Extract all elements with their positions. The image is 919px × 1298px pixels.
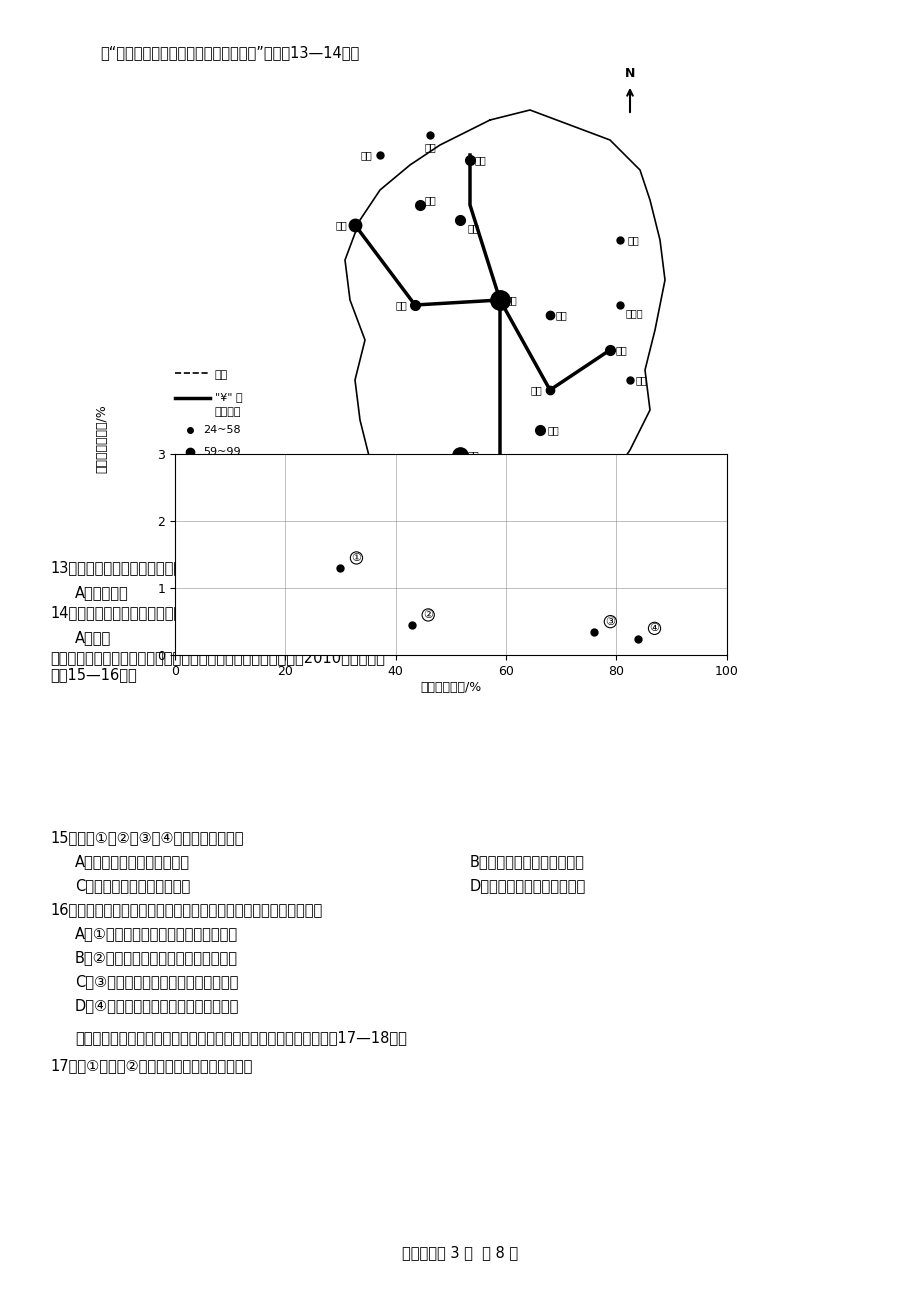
Text: 安庆: 安庆 [468, 450, 479, 459]
Text: 150~283: 150~283 [203, 491, 255, 501]
Text: B．中国、美国、印度、英国: B．中国、美国、印度、英国 [470, 854, 584, 868]
Text: 合肥: 合肥 [505, 295, 517, 305]
Text: 淮北: 淮北 [424, 141, 436, 152]
Text: 下面是中国、美国、印度和英国人口自然增长率和城市化水平图（2010年），读图
回答15—16题。: 下面是中国、美国、印度和英国人口自然增长率和城市化水平图（2010年），读图 回… [50, 650, 384, 683]
Text: 24~58: 24~58 [203, 424, 241, 435]
Text: C．农业基础: C．农业基础 [390, 585, 444, 600]
Text: 芜湖: 芜湖 [616, 345, 627, 354]
Text: 亳州: 亳州 [360, 151, 371, 160]
Text: 100~149: 100~149 [203, 469, 255, 479]
Text: 省界: 省界 [215, 370, 228, 380]
Text: 铜陵: 铜陵 [529, 386, 541, 395]
Text: A．六安: A．六安 [75, 630, 111, 645]
Text: ③: ③ [605, 617, 615, 627]
Text: 15．图中①、②、③、④表示的国家依次是: 15．图中①、②、③、④表示的国家依次是 [50, 829, 244, 845]
Text: D．④国人口增长慢，城市化发展速度快: D．④国人口增长慢，城市化发展速度快 [75, 998, 239, 1012]
Text: A．①国人口增长快，城市化发展速度快: A．①国人口增长快，城市化发展速度快 [75, 925, 238, 941]
Text: 滁州: 滁州 [628, 235, 639, 245]
Text: 宿州: 宿州 [474, 154, 486, 165]
Text: N: N [624, 67, 634, 80]
Bar [486, 511, 521, 518]
Text: D．城市空间结构: D．城市空间结构 [564, 585, 637, 600]
Text: 阜阳: 阜阳 [335, 219, 346, 230]
Text: 巢湖: 巢湖 [555, 310, 567, 321]
Text: B．阜阳: B．阜阳 [230, 630, 266, 645]
Text: 高一地理第 3 页  共 8 页: 高一地理第 3 页 共 8 页 [402, 1245, 517, 1260]
Text: "¥" 形: "¥" 形 [215, 392, 243, 402]
Text: 13．造成城镇吸引机会指数差异的最主要因素是: 13．造成城镇吸引机会指数差异的最主要因素是 [50, 559, 244, 575]
Text: C．③国人口增长快，城市化发展速度慢: C．③国人口增长快，城市化发展速度慢 [75, 974, 238, 989]
Text: B．城市等级: B．城市等级 [230, 585, 283, 600]
Text: 六安: 六安 [395, 300, 406, 310]
Text: 宣城: 宣城 [635, 375, 647, 386]
Text: 蚌埠: 蚌埠 [468, 223, 479, 234]
Text: 读“安徽省城镇吸引机会指数分布示意图”，回答13—14题。: 读“安徽省城镇吸引机会指数分布示意图”，回答13—14题。 [100, 45, 358, 60]
Text: 14．下列城市中，交通通达度最高的是: 14．下列城市中，交通通达度最高的是 [50, 605, 209, 620]
Text: A．美国、印度、英国、中国: A．美国、印度、英国、中国 [75, 854, 190, 868]
Text: D．印度、中国、美国、英国: D．印度、中国、美国、英国 [470, 877, 585, 893]
Bar [451, 511, 486, 518]
Text: 黄山: 黄山 [575, 491, 587, 500]
Text: 下图是我国某大城市各类土地付租能力随距离递减示意图。读图完成17—18题。: 下图是我国某大城市各类土地付租能力随距离递减示意图。读图完成17—18题。 [75, 1031, 406, 1045]
Text: C．合肥: C．合肥 [390, 630, 426, 645]
Text: C．英国、印度、中国、美国: C．英国、印度、中国、美国 [75, 877, 190, 893]
Text: 0   60  120 km: 0 60 120 km [449, 505, 530, 515]
Text: 17．当①线变成②线时，则住宅功能区可拓展到: 17．当①线变成②线时，则住宅功能区可拓展到 [50, 1058, 252, 1073]
Text: ①: ① [351, 553, 361, 563]
Text: 59~99: 59~99 [203, 447, 241, 457]
Text: 马鞍山: 马鞍山 [625, 308, 643, 318]
Y-axis label: 人口自然增长率/%: 人口自然增长率/% [96, 404, 108, 472]
X-axis label: 城市人口比重/%: 城市人口比重/% [420, 681, 481, 694]
Text: 16．下列关于四国目前人口增长和城市化发展速度的叙述，正确的是: 16．下列关于四国目前人口增长和城市化发展速度的叙述，正确的是 [50, 902, 322, 916]
Text: 吸引指数: 吸引指数 [215, 408, 241, 417]
Text: ④: ④ [649, 623, 659, 633]
Text: 池州: 池州 [548, 424, 559, 435]
Text: 淮南: 淮南 [425, 195, 437, 205]
Text: A．自然条件: A．自然条件 [75, 585, 129, 600]
Text: ②: ② [423, 610, 433, 620]
Text: B．②国人口增长慢，城市化发展速度慢: B．②国人口增长慢，城市化发展速度慢 [75, 950, 238, 964]
Text: D．宣城: D．宣城 [564, 630, 602, 645]
